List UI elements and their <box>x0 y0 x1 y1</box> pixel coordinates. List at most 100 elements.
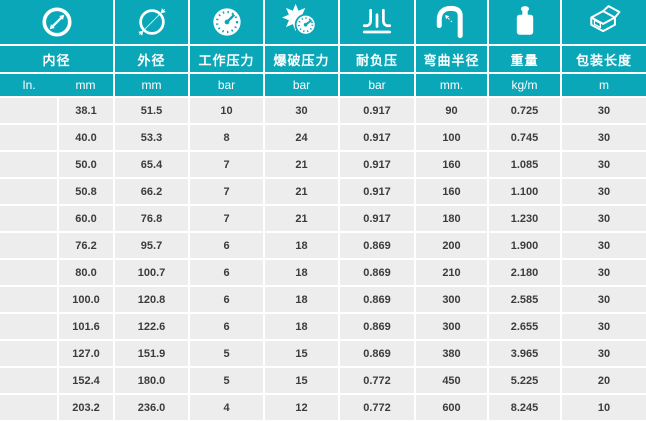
cell-value: 0.917 <box>340 179 414 204</box>
cell-value: 30 <box>562 314 646 339</box>
burst-pressure-icon <box>281 3 317 36</box>
cell-value: 66.2 <box>115 179 188 204</box>
cell-value: 7 <box>190 152 263 177</box>
cell-value: 21 <box>265 179 338 204</box>
table-row: 60.0 76.8 7 21 0.917 180 1.230 30 <box>0 206 646 231</box>
bend-radius-header-cell <box>416 0 487 44</box>
burst-pressure-header-cell <box>265 0 338 44</box>
cell-value: 21 <box>265 206 338 231</box>
cell-inch-empty <box>0 152 57 177</box>
cell-value: 18 <box>265 287 338 312</box>
vacuum-resistance-header-cell <box>340 0 414 44</box>
cell-value: 50.8 <box>59 179 113 204</box>
unit-label: m <box>562 74 646 96</box>
cell-value: 101.6 <box>59 314 113 339</box>
table-row: 127.0 151.9 5 15 0.869 380 3.965 30 <box>0 341 646 366</box>
cell-value: 8.245 <box>489 395 560 420</box>
cell-value: 0.917 <box>340 206 414 231</box>
column-label: 包装长度 <box>562 46 646 72</box>
cell-value: 50.0 <box>59 152 113 177</box>
cell-value: 200 <box>416 233 487 258</box>
table-row: 101.6 122.6 6 18 0.869 300 2.655 30 <box>0 314 646 339</box>
cell-value: 21 <box>265 152 338 177</box>
cell-inch-empty <box>0 395 57 420</box>
table-row: 152.4 180.0 5 15 0.772 450 5.225 20 <box>0 368 646 393</box>
cell-value: 0.772 <box>340 368 414 393</box>
table-row: 50.8 66.2 7 21 0.917 160 1.100 30 <box>0 179 646 204</box>
cell-value: 30 <box>562 341 646 366</box>
cell-value: 300 <box>416 287 487 312</box>
cell-value: 152.4 <box>59 368 113 393</box>
outer-diameter-header-cell <box>115 0 188 44</box>
table-row: 100.0 120.8 6 18 0.869 300 2.585 30 <box>0 287 646 312</box>
cell-value: 160 <box>416 152 487 177</box>
cell-value: 12 <box>265 395 338 420</box>
cell-value: 127.0 <box>59 341 113 366</box>
table-body: 38.1 51.5 10 30 0.917 90 0.725 30 40.0 53.3 8 24 0.9… <box>0 98 646 420</box>
cell-value: 6 <box>190 287 263 312</box>
cell-value: 6 <box>190 260 263 285</box>
cell-value: 30 <box>562 152 646 177</box>
pressure-gauge-icon <box>212 8 241 36</box>
cell-value: 76.8 <box>115 206 188 231</box>
cell-value: 95.7 <box>115 233 188 258</box>
cell-value: 1.085 <box>489 152 560 177</box>
unit-cell-inner-diameter: In. mm <box>0 74 113 96</box>
cell-value: 300 <box>416 314 487 339</box>
cell-inch-empty <box>0 179 57 204</box>
column-label: 耐负压 <box>340 46 414 72</box>
cell-value: 2.655 <box>489 314 560 339</box>
cell-value: 3.965 <box>489 341 560 366</box>
cell-value: 0.917 <box>340 98 414 123</box>
cell-value: 80.0 <box>59 260 113 285</box>
cell-value: 0.869 <box>340 314 414 339</box>
cell-value: 0.745 <box>489 125 560 150</box>
unit-label: mm. <box>416 74 487 96</box>
cell-inch-empty <box>0 260 57 285</box>
cell-value: 7 <box>190 206 263 231</box>
cell-inch-empty <box>0 206 57 231</box>
cell-value: 5 <box>190 341 263 366</box>
cell-value: 203.2 <box>59 395 113 420</box>
cell-value: 20 <box>562 368 646 393</box>
cell-value: 0.869 <box>340 233 414 258</box>
cell-value: 236.0 <box>115 395 188 420</box>
cell-value: 0.869 <box>340 287 414 312</box>
cell-value: 380 <box>416 341 487 366</box>
cell-value: 600 <box>416 395 487 420</box>
cell-value: 1.100 <box>489 179 560 204</box>
table-row: 76.2 95.7 6 18 0.869 200 1.900 30 <box>0 233 646 258</box>
cell-value: 0.869 <box>340 260 414 285</box>
header-label-row: 内径 外径 工作压力 爆破压力 耐负压 弯曲半径 重量 包装长度 <box>0 46 646 72</box>
unit-label-inch: In. <box>22 78 36 92</box>
column-label: 内径 <box>0 46 113 72</box>
package-box-icon <box>590 5 621 33</box>
cell-value: 0.725 <box>489 98 560 123</box>
cell-value: 10 <box>190 98 263 123</box>
cell-value: 30 <box>562 98 646 123</box>
inner-diameter-header-cell <box>0 0 113 44</box>
cell-value: 76.2 <box>59 233 113 258</box>
cell-value: 1.900 <box>489 233 560 258</box>
cell-value: 4 <box>190 395 263 420</box>
table-row: 50.0 65.4 7 21 0.917 160 1.085 30 <box>0 152 646 177</box>
cell-value: 2.585 <box>489 287 560 312</box>
cell-value: 51.5 <box>115 98 188 123</box>
cell-value: 100.0 <box>59 287 113 312</box>
cell-value: 38.1 <box>59 98 113 123</box>
cell-value: 1.230 <box>489 206 560 231</box>
cell-value: 30 <box>562 287 646 312</box>
cell-value: 160 <box>416 179 487 204</box>
cell-value: 0.917 <box>340 152 414 177</box>
unit-label: kg/m <box>489 74 560 96</box>
unit-label-mm: mm <box>75 78 96 92</box>
unit-label: mm <box>115 74 188 96</box>
cell-value: 120.8 <box>115 287 188 312</box>
cell-value: 6 <box>190 314 263 339</box>
cell-value: 90 <box>416 98 487 123</box>
cell-value: 24 <box>265 125 338 150</box>
table-row: 38.1 51.5 10 30 0.917 90 0.725 30 <box>0 98 646 123</box>
cell-value: 65.4 <box>115 152 188 177</box>
cell-value: 15 <box>265 341 338 366</box>
